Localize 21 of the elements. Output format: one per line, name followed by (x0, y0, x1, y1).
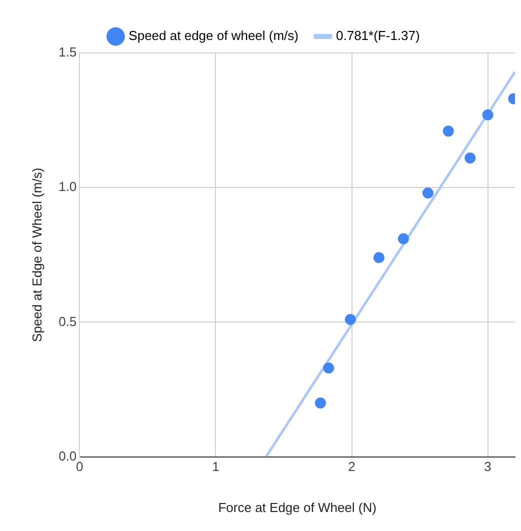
y-tick-label: 0.5 (58, 314, 77, 329)
legend-label: Speed at edge of wheel (m/s) (128, 28, 299, 44)
point (482, 109, 494, 120)
point (314, 397, 326, 408)
point (464, 152, 476, 164)
point (323, 362, 334, 374)
legend-label: 0.781*(F-1.37) (336, 28, 420, 44)
y-axis-title: Speed at Edge of Wheel (m/s) (29, 168, 44, 342)
point (422, 187, 434, 198)
x-axis-title: Force at Edge of Wheel (N) (218, 500, 376, 515)
y-tick-label: 0.0 (58, 448, 77, 464)
y-tick-label: 1.0 (58, 179, 77, 194)
point (442, 126, 454, 137)
x-tick-label: 0 (76, 459, 84, 474)
y-tick-label: 1.5 (58, 44, 77, 60)
point (373, 252, 384, 264)
point (398, 233, 409, 244)
x-tick-label: 2 (348, 459, 356, 474)
x-tick-label: 1 (212, 459, 220, 474)
point (344, 314, 356, 326)
x-tick-label: 3 (484, 459, 492, 474)
